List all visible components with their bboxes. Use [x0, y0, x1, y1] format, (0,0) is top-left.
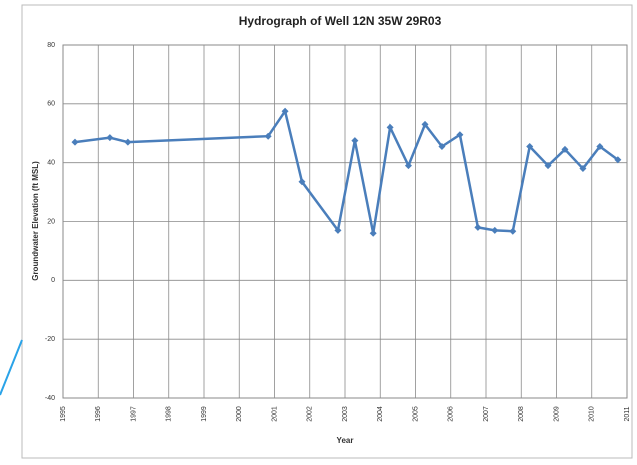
data-point	[561, 145, 569, 153]
data-point	[491, 226, 499, 234]
data-point	[351, 137, 359, 145]
x-tick-label: 1995	[60, 406, 67, 422]
x-tick-label: 1998	[166, 406, 173, 422]
data-point	[421, 120, 429, 128]
x-tick-label: 2009	[553, 406, 560, 422]
x-tick-label: 2011	[624, 406, 631, 421]
y-tick-label: 0	[51, 277, 55, 284]
data-point	[298, 178, 306, 186]
data-point	[526, 142, 534, 150]
x-tick-label: 2006	[448, 406, 455, 422]
data-point	[456, 131, 464, 139]
x-tick-label: 2001	[271, 406, 278, 422]
data-point	[579, 165, 587, 173]
data-point	[386, 123, 394, 131]
data-point	[281, 107, 289, 115]
y-axis-title: Groundwater Elevation (ft MSL)	[31, 161, 40, 281]
y-tick-label: 80	[47, 42, 55, 49]
x-tick-label: 1999	[201, 406, 208, 422]
x-tick-label: 2007	[483, 406, 490, 422]
x-tick-label: 2008	[518, 406, 525, 422]
data-point	[106, 134, 114, 142]
chart-border	[21, 4, 633, 459]
x-tick-label: 2005	[412, 406, 419, 422]
data-point	[404, 162, 412, 170]
data-point	[438, 142, 446, 150]
data-point	[596, 142, 604, 150]
data-point	[474, 223, 482, 231]
plot-frame	[62, 44, 628, 399]
y-tick-label: 20	[47, 218, 55, 225]
chart-title: Hydrograph of Well 12N 35W 29R03	[239, 14, 442, 28]
x-tick-label: 2000	[236, 406, 243, 422]
data-point	[509, 227, 517, 235]
x-tick-label: 2002	[307, 406, 314, 422]
x-tick-label: 2010	[589, 406, 596, 422]
data-point	[124, 138, 132, 146]
data-point	[71, 138, 79, 146]
y-tick-label: -20	[45, 336, 55, 343]
x-tick-label: 2003	[342, 406, 349, 422]
decorative-line	[0, 339, 23, 396]
x-tick-label: 1996	[95, 406, 102, 422]
data-point	[334, 226, 342, 234]
x-axis-title: Year	[337, 436, 354, 445]
y-tick-label: 40	[47, 160, 55, 167]
data-point	[264, 132, 272, 140]
x-tick-label: 2004	[377, 406, 384, 422]
data-point	[614, 156, 622, 164]
data-point	[544, 162, 552, 170]
data-point	[369, 229, 377, 237]
y-tick-label: 60	[47, 101, 55, 108]
y-tick-label: -40	[45, 395, 55, 402]
x-tick-label: 1997	[130, 406, 137, 422]
